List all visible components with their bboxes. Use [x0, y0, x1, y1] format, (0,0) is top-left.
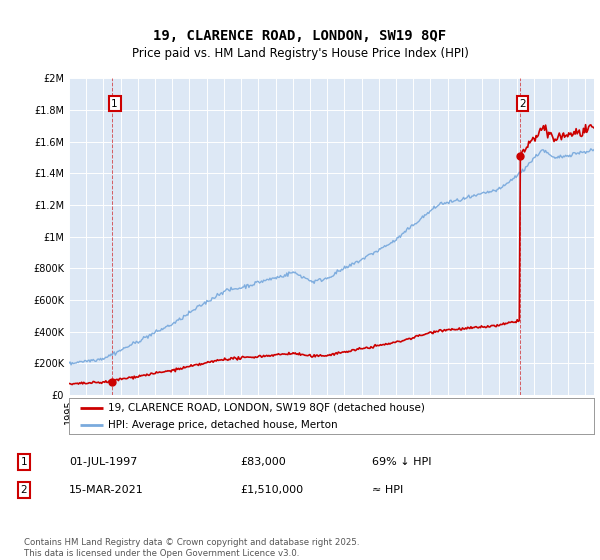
Text: Price paid vs. HM Land Registry's House Price Index (HPI): Price paid vs. HM Land Registry's House … — [131, 46, 469, 60]
Text: 15-MAR-2021: 15-MAR-2021 — [69, 485, 144, 495]
Text: 01-JUL-1997: 01-JUL-1997 — [69, 457, 137, 467]
Text: £1,510,000: £1,510,000 — [240, 485, 303, 495]
Text: 69% ↓ HPI: 69% ↓ HPI — [372, 457, 431, 467]
Text: 1: 1 — [20, 457, 28, 467]
Text: 2: 2 — [20, 485, 28, 495]
Text: 2: 2 — [519, 99, 526, 109]
Text: Contains HM Land Registry data © Crown copyright and database right 2025.
This d: Contains HM Land Registry data © Crown c… — [24, 538, 359, 558]
Text: 19, CLARENCE ROAD, LONDON, SW19 8QF: 19, CLARENCE ROAD, LONDON, SW19 8QF — [154, 29, 446, 44]
Text: £83,000: £83,000 — [240, 457, 286, 467]
Text: ≈ HPI: ≈ HPI — [372, 485, 403, 495]
Text: 19, CLARENCE ROAD, LONDON, SW19 8QF (detached house): 19, CLARENCE ROAD, LONDON, SW19 8QF (det… — [109, 403, 425, 413]
Text: HPI: Average price, detached house, Merton: HPI: Average price, detached house, Mert… — [109, 419, 338, 430]
Text: 1: 1 — [112, 99, 118, 109]
